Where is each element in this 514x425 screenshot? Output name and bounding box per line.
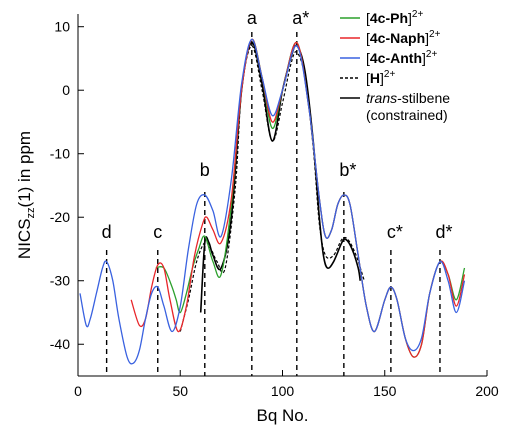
legend-label: [4c-Naph]2+	[366, 29, 441, 46]
legend-label-part: 2+	[429, 29, 441, 40]
legend-label-line2: (constrained)	[366, 107, 448, 123]
x-tick-label: 0	[74, 383, 82, 399]
peak-marker-label: b*	[339, 160, 356, 180]
x-tick-label: 100	[271, 383, 295, 399]
legend-label: trans-stilbene	[366, 90, 450, 106]
legend-label-part: H	[370, 70, 380, 86]
legend-label-part: [	[366, 10, 370, 26]
legend-label-part: 2+	[426, 49, 438, 60]
legend-label-part: 4c-Anth	[370, 50, 422, 66]
legend-label-part: 4c-Naph	[370, 30, 425, 46]
y-tick-label: 0	[62, 82, 70, 98]
peak-marker-label: d*	[435, 222, 452, 242]
legend-label-part: -stilbene	[397, 90, 450, 106]
series-line-0	[199, 41, 361, 313]
peak-marker-lines	[105, 32, 441, 376]
legend-label-part: [	[366, 50, 370, 66]
peak-marker-label: a*	[292, 8, 309, 28]
y-tick-label: -20	[50, 209, 70, 225]
legend-label-part: ]	[408, 10, 412, 26]
legend-label-part: 4c-Ph	[370, 10, 408, 26]
series-line-1	[179, 45, 365, 332]
legend-label-part: ]	[380, 70, 384, 86]
legend-label-part: ]	[425, 30, 429, 46]
axis-ticks: 0 50 100 150 200 -40 -30 -20 -10 0 10	[50, 19, 499, 399]
y-tick-label: -40	[50, 336, 70, 352]
legend-label-part: trans	[366, 90, 397, 106]
legend-label-part: [	[366, 30, 370, 46]
peak-marker-label: c*	[387, 222, 403, 242]
y-axis-label: NICSzz(1) in ppm	[15, 131, 37, 259]
x-tick-label: 150	[373, 383, 397, 399]
legend-label-part: ]	[422, 50, 426, 66]
x-tick-label: 50	[172, 383, 188, 399]
y-tick-label: -30	[50, 273, 70, 289]
y-tick-label: 10	[54, 19, 70, 35]
series-layer	[79, 38, 466, 365]
legend-label: [4c-Ph]2+	[366, 9, 423, 26]
peak-marker-label: a	[247, 8, 258, 28]
legend: [4c-Ph]2+[4c-Naph]2+[4c-Anth]2+[H]2+tran…	[340, 9, 450, 123]
legend-label: [4c-Anth]2+	[366, 49, 437, 66]
series-line-4	[79, 38, 466, 365]
peak-marker-label: c	[153, 222, 162, 242]
peak-marker-label: d	[102, 222, 112, 242]
legend-label: [H]2+	[366, 69, 395, 86]
x-tick-label: 200	[475, 383, 499, 399]
x-axis-label: Bq No.	[257, 406, 309, 425]
series-line-2	[155, 38, 466, 358]
y-tick-label: -10	[50, 146, 70, 162]
y-axis-label-subscript: zz	[25, 207, 37, 218]
legend-label-part: [	[366, 70, 370, 86]
peak-marker-labels: d c b a a* b* c* d*	[102, 8, 453, 242]
y-axis-label-rest: (1) in ppm	[15, 131, 34, 208]
legend-label-part: 2+	[412, 9, 424, 20]
legend-label-part: 2+	[384, 69, 396, 80]
y-axis-label-main: NICS	[15, 218, 34, 259]
peak-marker-label: b	[200, 160, 210, 180]
